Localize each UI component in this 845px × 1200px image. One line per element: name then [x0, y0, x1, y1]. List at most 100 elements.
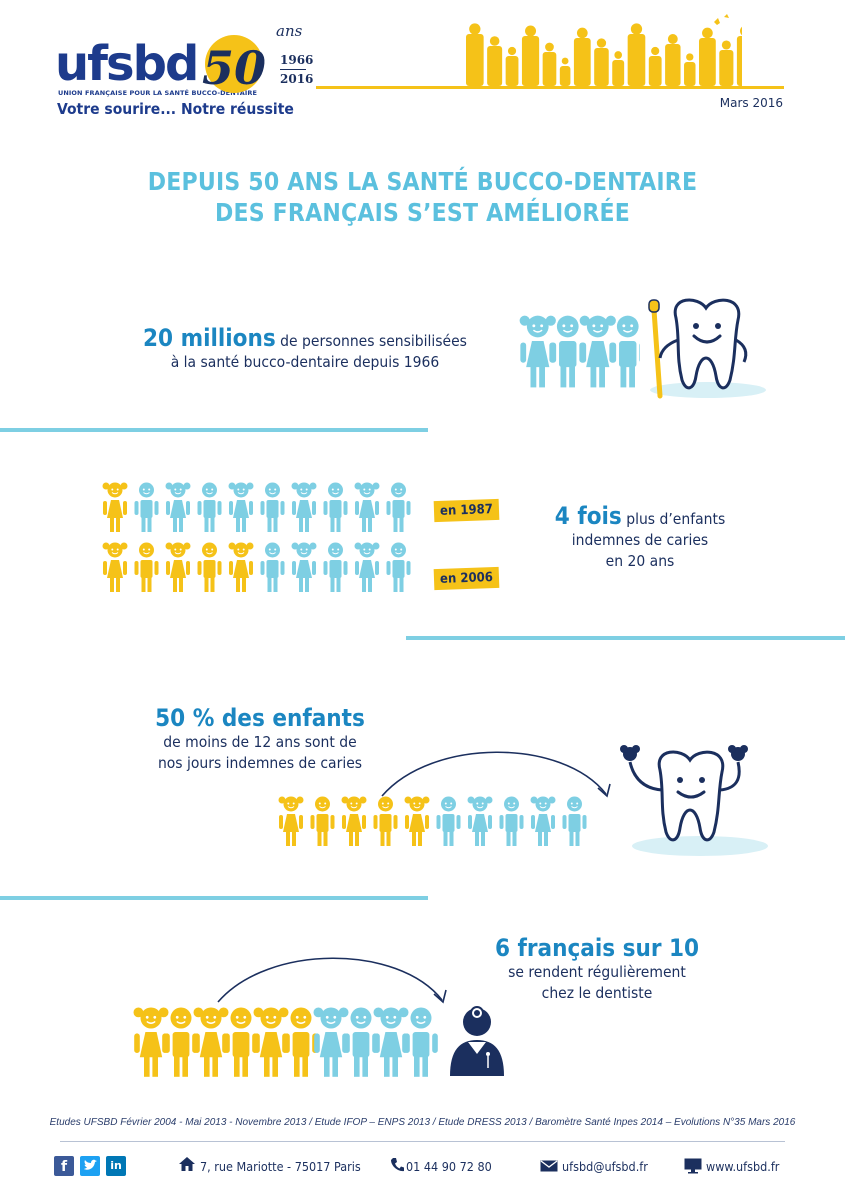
person-icon	[341, 796, 367, 846]
arc-arrow-3	[372, 744, 622, 804]
silhouette-icon	[648, 46, 662, 86]
person-icon	[323, 542, 348, 592]
arc-arrow-4	[208, 950, 458, 1010]
person-icon	[344, 1007, 378, 1077]
stat-2-highlight: 4 fois	[554, 502, 622, 530]
phone-icon	[390, 1157, 404, 1173]
person-icon	[530, 796, 556, 846]
family-silhouettes	[462, 14, 742, 86]
stat-1-text-a: de personnes sensibilisées	[275, 332, 467, 350]
stat-4-text-a: se rendent régulièrement	[508, 963, 686, 981]
section-rule-3	[0, 896, 428, 900]
person-icon	[519, 315, 556, 388]
anniversary-number: 50	[202, 41, 266, 95]
person-icon	[610, 315, 640, 388]
silhouette-icon	[699, 27, 716, 86]
monitor-icon	[684, 1158, 702, 1174]
person-icon	[354, 482, 380, 532]
anniversary-years: 1966 2016	[280, 52, 313, 87]
stat-1-text-b: à la santé bucco-dentaire depuis 1966	[170, 353, 440, 371]
silhouette-icon	[505, 46, 519, 86]
row-adults-60	[130, 1004, 440, 1080]
person-icon	[102, 482, 128, 532]
person-icon	[224, 1007, 258, 1077]
person-icon	[165, 482, 191, 532]
person-icon	[354, 542, 380, 592]
person-icon	[133, 1007, 169, 1077]
stat-3-highlight: 50 % des enfants	[155, 704, 365, 732]
person-icon	[197, 542, 222, 592]
tooth-mascot-brush-icon	[640, 296, 770, 406]
facebook-icon[interactable]: f	[54, 1156, 74, 1176]
person-icon	[284, 1007, 318, 1077]
section-rule-1	[0, 428, 428, 432]
row-children-50	[276, 794, 600, 850]
logo-subtitle: UNION FRANÇAISE POUR LA SANTÉ BUCCO-DENT…	[58, 89, 258, 97]
person-icon	[165, 542, 191, 592]
silhouette-icon	[487, 36, 503, 86]
person-icon	[313, 1007, 349, 1077]
email-link[interactable]: ufsbd@ufsbd.fr	[562, 1159, 648, 1174]
person-icon	[197, 482, 222, 532]
person-icon	[134, 482, 159, 532]
person-icon	[291, 542, 317, 592]
logo-wordmark: ufsbd	[55, 36, 199, 92]
silhouette-icon	[612, 51, 625, 86]
silhouette-icon	[559, 57, 571, 86]
silhouette-icon	[594, 38, 609, 86]
anniversary-emblem: 50	[198, 26, 278, 96]
issue-date: Mars 2016	[719, 96, 783, 110]
people-group-icon	[516, 312, 640, 392]
person-icon	[253, 1007, 289, 1077]
stat-2-text-b: indemnes de caries	[571, 531, 709, 549]
dentist-icon	[446, 1000, 508, 1080]
year-start: 1966	[280, 53, 314, 67]
silhouette-icon	[573, 27, 591, 86]
year-end: 2016	[280, 72, 314, 86]
person-icon	[102, 542, 128, 592]
person-icon	[291, 482, 317, 532]
person-icon	[373, 1007, 409, 1077]
stat-3-text-b: nos jours indemnes de caries	[157, 754, 363, 772]
person-icon	[278, 796, 304, 846]
stat-1: 20 millions de personnes sensibilisées à…	[100, 326, 510, 373]
person-icon	[404, 1007, 438, 1077]
tooth-mascot-strong-icon	[610, 740, 770, 860]
header-rule	[316, 86, 784, 89]
phone-text[interactable]: 01 44 90 72 80	[406, 1159, 492, 1174]
person-icon	[260, 542, 285, 592]
stat-4-text-b: chez le dentiste	[541, 984, 653, 1002]
silhouette-icon	[627, 23, 646, 86]
address-text: 7, rue Mariotte - 75017 Paris	[200, 1159, 361, 1174]
silhouette-icon	[736, 26, 742, 86]
row-2006	[100, 540, 424, 596]
stat-1-highlight: 20 millions	[143, 324, 276, 352]
person-icon	[193, 1007, 229, 1077]
twitter-icon[interactable]	[80, 1156, 100, 1176]
silhouette-icon	[466, 23, 484, 86]
footer-rule	[60, 1141, 785, 1142]
anniversary-suffix: ans	[276, 22, 303, 40]
person-icon	[562, 796, 587, 846]
person-icon	[228, 542, 254, 592]
person-icon	[436, 796, 461, 846]
website-link[interactable]: www.ufsbd.fr	[706, 1159, 780, 1174]
person-icon	[323, 482, 348, 532]
silhouette-icon	[719, 40, 734, 86]
stat-2: 4 fois plus d’enfants indemnes de caries…	[520, 504, 760, 572]
person-icon	[404, 796, 430, 846]
person-icon	[228, 482, 254, 532]
page-title: DEPUIS 50 ANS LA SANTÉ BUCCO-DENTAIRE DE…	[0, 166, 845, 228]
linkedin-icon[interactable]: in	[106, 1156, 126, 1176]
stat-4-highlight: 6 français sur 10	[494, 934, 700, 962]
silhouette-icon	[684, 53, 696, 86]
person-icon	[260, 482, 285, 532]
stat-4: 6 français sur 10 se rendent régulièreme…	[452, 934, 742, 1004]
silhouette-icon	[542, 42, 557, 86]
person-icon	[310, 796, 335, 846]
silhouette-icon	[521, 25, 540, 86]
person-icon	[134, 542, 159, 592]
tagline: Votre sourire... Notre réussite	[57, 100, 294, 118]
person-icon	[467, 796, 493, 846]
person-icon	[550, 315, 586, 388]
